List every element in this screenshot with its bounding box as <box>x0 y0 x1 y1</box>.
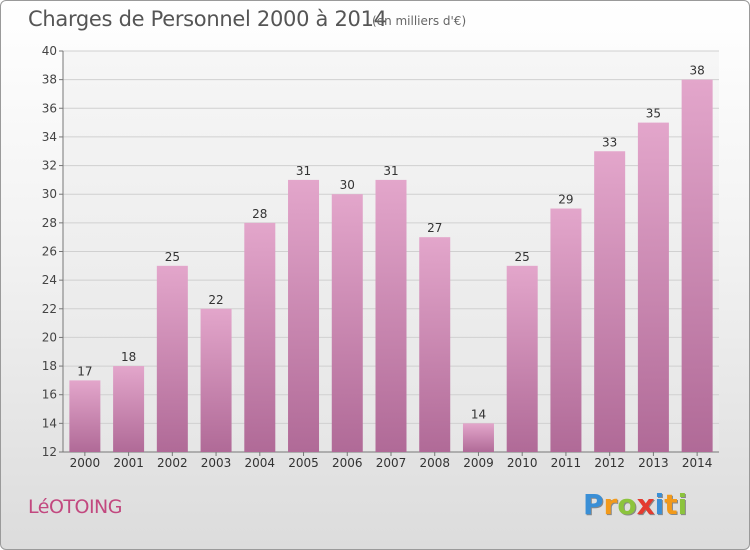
x-tick-label: 2011 <box>551 456 582 470</box>
bar <box>550 208 582 452</box>
logo-letter: i <box>677 488 688 521</box>
y-tick-label: 16 <box>42 388 57 402</box>
bar <box>156 265 188 452</box>
x-tick-label: 2006 <box>332 456 363 470</box>
bar <box>244 222 276 452</box>
logo-letter: r <box>603 488 618 521</box>
y-tick-label: 18 <box>42 359 57 373</box>
data-label: 33 <box>602 135 617 149</box>
data-label: 14 <box>471 407 486 421</box>
data-label: 27 <box>427 221 442 235</box>
chart-title: Charges de Personnel 2000 à 2014 <box>28 7 387 31</box>
data-label: 17 <box>77 364 92 378</box>
data-label: 31 <box>296 164 311 178</box>
y-tick-label: 28 <box>42 216 57 230</box>
bar <box>200 308 232 452</box>
x-tick-label: 2005 <box>288 456 319 470</box>
y-tick-label: 20 <box>42 330 57 344</box>
data-label: 25 <box>515 250 530 264</box>
data-label: 30 <box>340 178 355 192</box>
logo-letter: P <box>583 488 604 521</box>
logo-letter: t <box>664 488 678 521</box>
logo-letter: i <box>654 488 665 521</box>
bar <box>288 179 320 452</box>
proxiti-logo: Proxiti <box>583 488 687 521</box>
y-tick-label: 38 <box>42 73 57 87</box>
y-tick-label: 30 <box>42 187 57 201</box>
y-tick-label: 40 <box>42 44 57 58</box>
y-tick-label: 12 <box>42 445 57 459</box>
bar <box>69 380 101 452</box>
data-label: 25 <box>165 250 180 264</box>
data-label: 22 <box>208 293 223 307</box>
plot-area: 12 14 16 18 20 22 24 26 28 30 32 34 36 38 40 17 2000 18 20… <box>42 44 719 470</box>
bar <box>462 423 494 452</box>
x-tick-label: 2000 <box>70 456 101 470</box>
x-tick-label: 2003 <box>201 456 232 470</box>
bar <box>419 237 451 452</box>
logo-letter: x <box>636 488 655 521</box>
place-name: LéOTOING <box>28 496 123 518</box>
x-tick-label: 2009 <box>463 456 494 470</box>
y-tick-label: 22 <box>42 302 57 316</box>
x-tick-label: 2001 <box>113 456 144 470</box>
chart-subtitle: (en milliers d'€) <box>372 14 467 28</box>
bar <box>637 122 669 452</box>
x-tick-label: 2013 <box>638 456 669 470</box>
data-label: 31 <box>383 164 398 178</box>
y-tick-label: 14 <box>42 416 57 430</box>
x-tick-label: 2014 <box>682 456 713 470</box>
y-tick-label: 24 <box>42 273 57 287</box>
data-label: 28 <box>252 207 267 221</box>
x-tick-label: 2002 <box>157 456 188 470</box>
y-tick-label: 32 <box>42 159 57 173</box>
y-tick-label: 34 <box>42 130 57 144</box>
x-tick-label: 2010 <box>507 456 538 470</box>
bar <box>331 194 363 452</box>
logo-letter: o <box>617 488 637 521</box>
bar <box>506 265 538 452</box>
data-label: 35 <box>646 107 661 121</box>
bar <box>681 79 713 453</box>
data-label: 29 <box>558 193 573 207</box>
data-label: 38 <box>689 64 704 78</box>
x-tick-label: 2004 <box>245 456 276 470</box>
bar <box>594 151 626 452</box>
x-tick-label: 2008 <box>419 456 450 470</box>
y-tick-label: 26 <box>42 245 57 259</box>
y-tick-label: 36 <box>42 101 57 115</box>
bar <box>113 366 145 452</box>
x-tick-label: 2012 <box>594 456 625 470</box>
data-label: 18 <box>121 350 136 364</box>
bar <box>375 179 407 452</box>
x-tick-label: 2007 <box>376 456 407 470</box>
